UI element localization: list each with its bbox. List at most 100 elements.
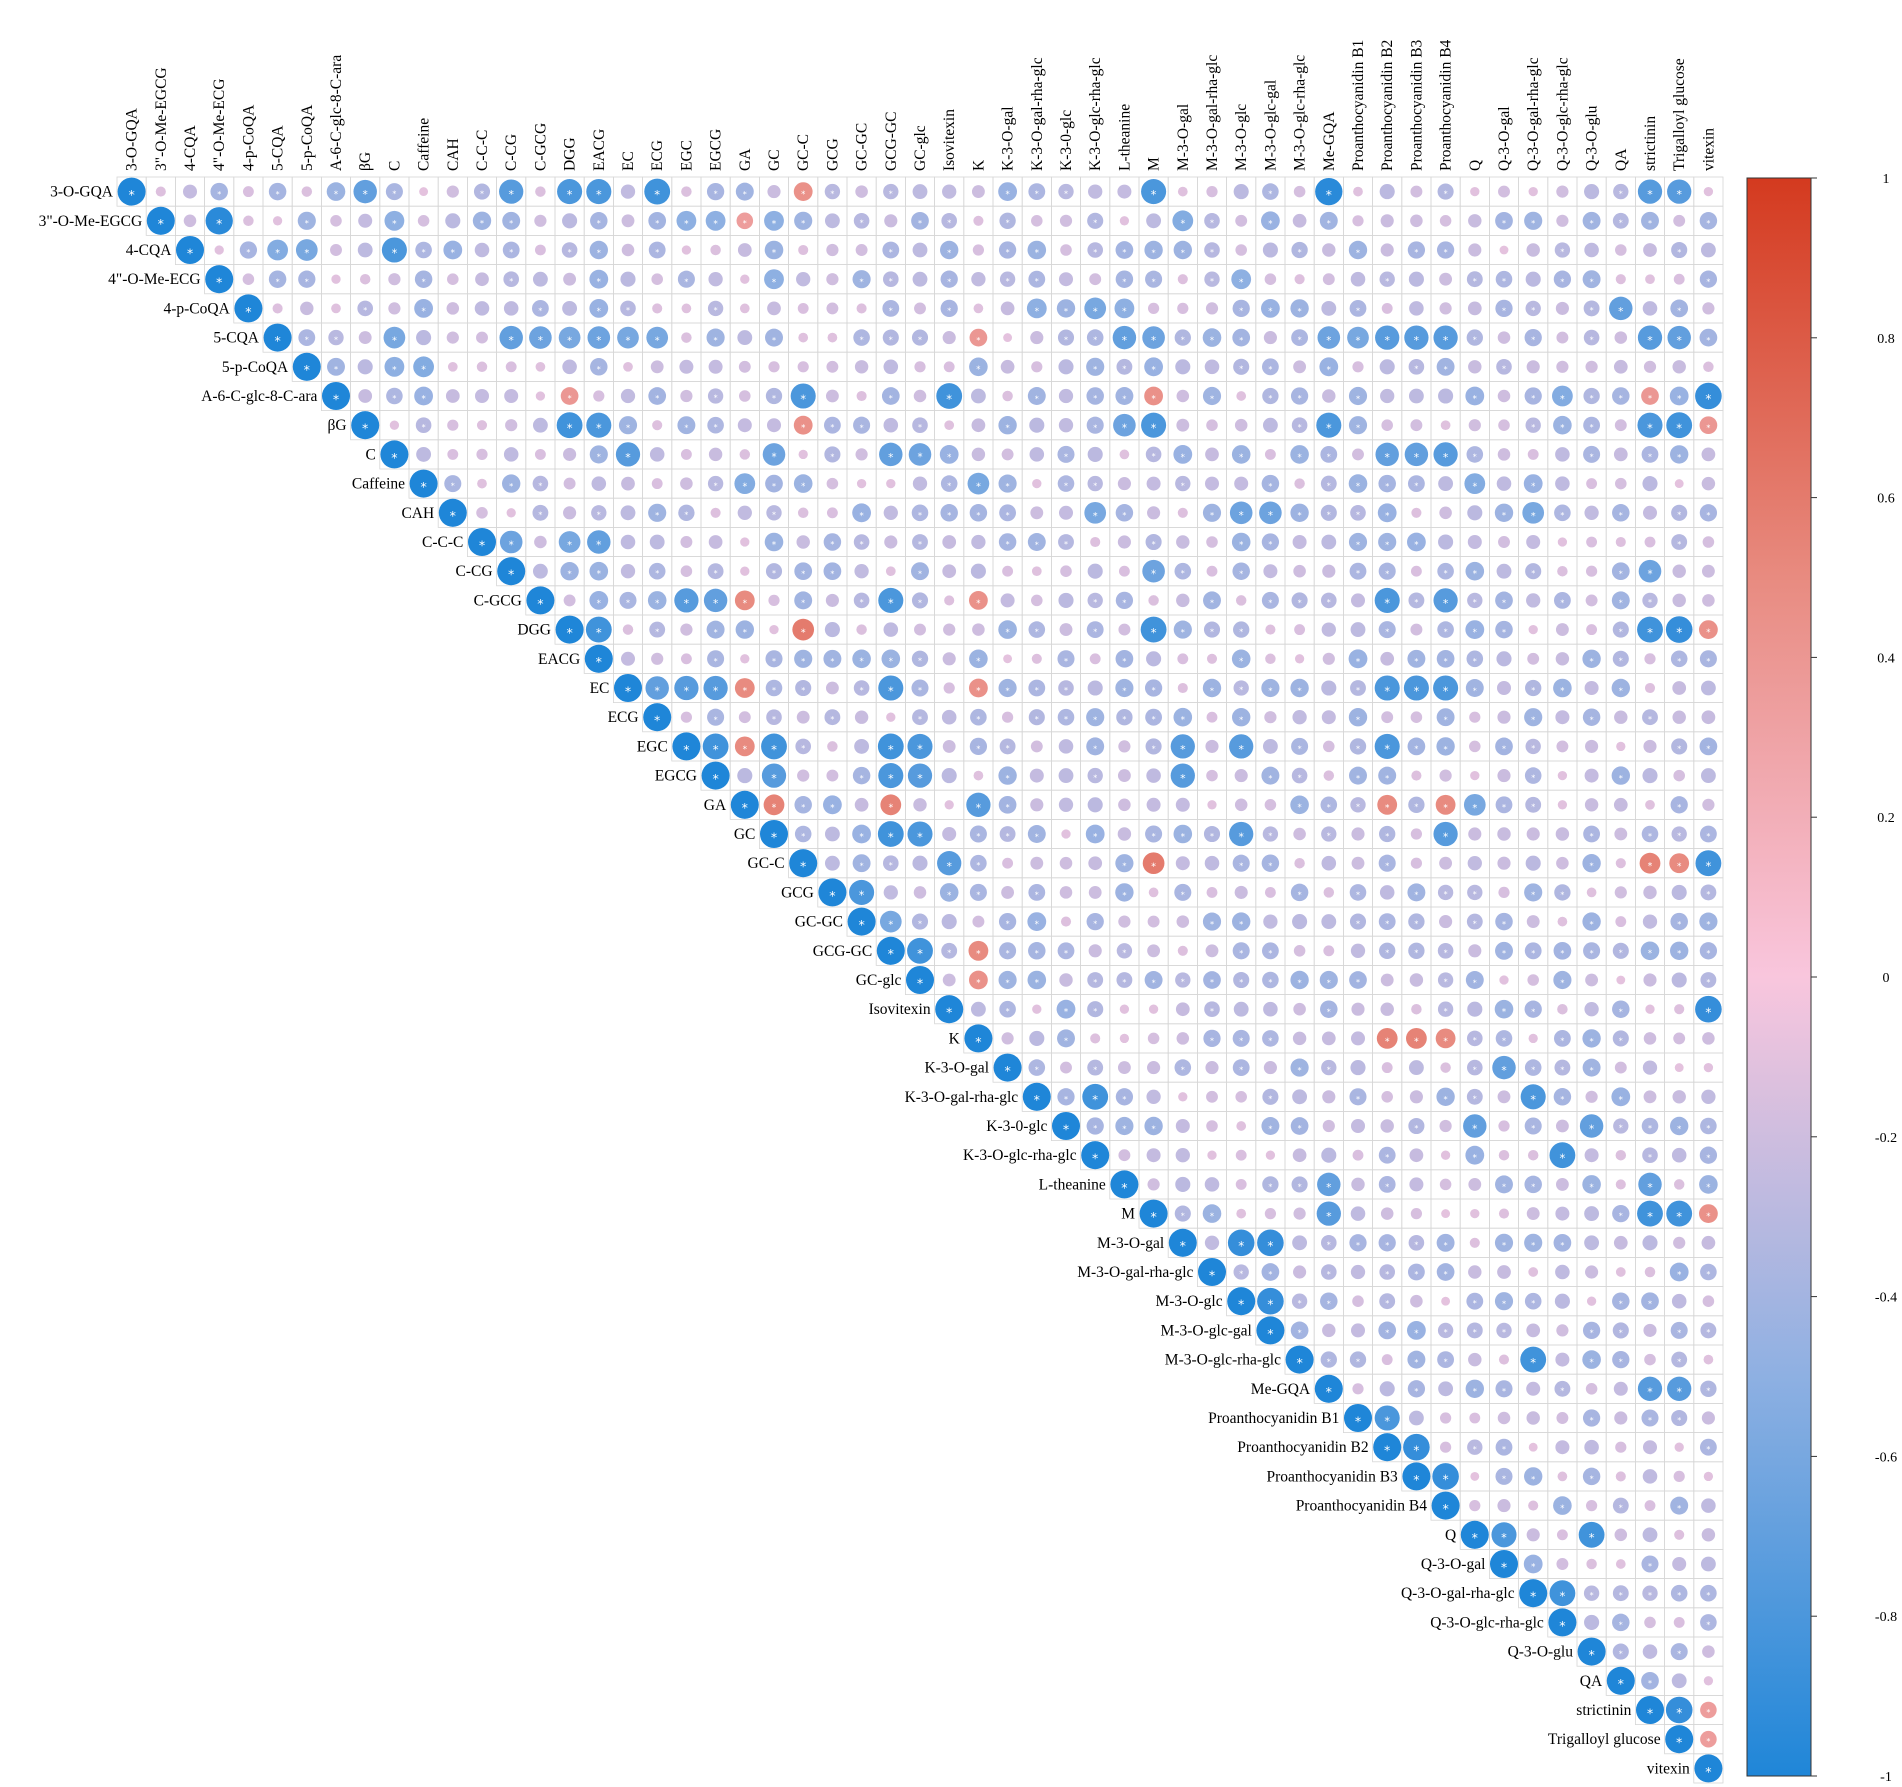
significance-mark: * <box>801 424 805 434</box>
correlation-circle <box>1320 1292 1338 1310</box>
correlation-circle <box>1615 858 1626 869</box>
correlation-circle <box>1206 653 1218 664</box>
correlation-circle <box>768 594 780 607</box>
correlation-circle <box>1177 682 1188 694</box>
significance-mark: * <box>1152 832 1156 841</box>
correlation-circle <box>1229 734 1254 759</box>
column-label: EGC <box>678 140 695 171</box>
correlation-circle <box>1637 616 1663 643</box>
correlation-circle <box>1527 652 1540 665</box>
significance-mark: * <box>1414 482 1418 491</box>
correlation-circle <box>1701 710 1716 725</box>
significance-mark: * <box>1706 219 1710 228</box>
correlation-circle <box>155 186 166 197</box>
colorbar-ticks: 10.80.60.40.20-0.2-0.4-0.6-0.8-1 <box>1811 172 1897 1785</box>
correlation-circle <box>825 389 839 403</box>
correlation-circle <box>1145 270 1163 288</box>
correlation-circle <box>1670 912 1688 931</box>
correlation-circle <box>1554 884 1571 901</box>
significance-mark: * <box>918 219 922 228</box>
correlation-circle <box>1665 1725 1694 1754</box>
significance-mark: * <box>1267 1297 1273 1311</box>
correlation-circle <box>1432 1463 1459 1490</box>
correlation-circle <box>1057 445 1075 463</box>
correlation-circle <box>765 387 783 405</box>
correlation-circle <box>1028 709 1045 726</box>
correlation-circle <box>942 184 957 199</box>
row-label: L-theanine <box>1039 1176 1106 1193</box>
correlation-circle <box>1320 1351 1337 1368</box>
correlation-circle <box>1614 331 1628 344</box>
correlation-circle <box>998 620 1017 639</box>
correlation-circle <box>1524 767 1542 784</box>
correlation-circle <box>1348 240 1368 260</box>
significance-mark: * <box>771 829 777 844</box>
correlation-circle <box>1176 593 1190 608</box>
correlation-circle <box>1586 624 1598 636</box>
correlation-circle <box>1407 1380 1426 1398</box>
correlation-circle <box>1612 1000 1630 1018</box>
correlation-circle <box>1583 825 1601 843</box>
correlation-circle <box>1553 970 1572 990</box>
significance-mark: * <box>1035 831 1039 841</box>
correlation-circle <box>1379 1264 1395 1280</box>
correlation-circle <box>1261 211 1280 231</box>
correlation-circle <box>1497 769 1511 783</box>
correlation-circle <box>1585 1499 1598 1512</box>
correlation-circle <box>1672 710 1686 724</box>
significance-mark: * <box>334 364 338 374</box>
significance-mark: * <box>1152 540 1156 549</box>
correlation-circle <box>768 361 780 373</box>
significance-mark: * <box>1152 277 1156 286</box>
correlation-circle <box>1671 1293 1687 1309</box>
correlation-circle <box>1173 445 1193 464</box>
correlation-circle <box>1231 445 1251 464</box>
correlation-circle <box>1582 708 1601 726</box>
correlation-circle <box>652 303 663 314</box>
correlation-circle <box>1292 534 1307 550</box>
correlation-circle <box>885 566 896 577</box>
significance-mark: * <box>1443 597 1449 610</box>
correlation-circle <box>855 448 868 461</box>
significance-mark: * <box>1239 686 1243 695</box>
correlation-circle <box>1235 1149 1247 1161</box>
correlation-circle <box>1494 503 1514 522</box>
significance-mark: * <box>1676 1735 1682 1750</box>
correlation-circle <box>1497 827 1511 841</box>
correlation-circle <box>1235 595 1247 606</box>
significance-mark: * <box>216 217 222 231</box>
significance-mark: * <box>1385 1299 1389 1308</box>
colorbar-gradient <box>1746 177 1812 1777</box>
correlation-circle <box>1433 675 1459 701</box>
correlation-circle <box>1583 300 1600 317</box>
correlation-circle <box>1699 1438 1717 1456</box>
correlation-circle <box>1612 1643 1629 1660</box>
significance-mark: * <box>1590 276 1594 286</box>
correlation-circle <box>1058 418 1074 433</box>
correlation-circle <box>1293 1002 1306 1016</box>
correlation-circle <box>1348 708 1368 727</box>
correlation-circle <box>1291 417 1308 434</box>
correlation-circle <box>1002 390 1013 402</box>
significance-mark: * <box>1093 628 1097 637</box>
row-label: M-3-O-glc <box>1155 1293 1222 1310</box>
correlation-circle <box>1437 1322 1454 1339</box>
correlation-circle <box>499 325 523 350</box>
correlation-circle <box>998 182 1017 202</box>
significance-mark: * <box>1502 1387 1506 1396</box>
significance-mark: * <box>1706 859 1712 873</box>
correlation-circle <box>1262 417 1278 433</box>
correlation-circle <box>1439 769 1452 782</box>
correlation-circle <box>1117 827 1132 841</box>
correlation-circle <box>1350 622 1366 638</box>
correlation-circle <box>1699 416 1718 435</box>
correlation-circle <box>1699 504 1718 522</box>
correlation-circle <box>1466 650 1484 668</box>
significance-mark: * <box>1181 890 1185 899</box>
correlation-circle <box>358 389 373 403</box>
correlation-circle <box>1671 504 1688 521</box>
correlation-circle <box>734 736 755 757</box>
significance-mark: * <box>1122 890 1126 900</box>
significance-mark: * <box>1706 1387 1710 1396</box>
significance-mark: * <box>1064 1036 1068 1046</box>
